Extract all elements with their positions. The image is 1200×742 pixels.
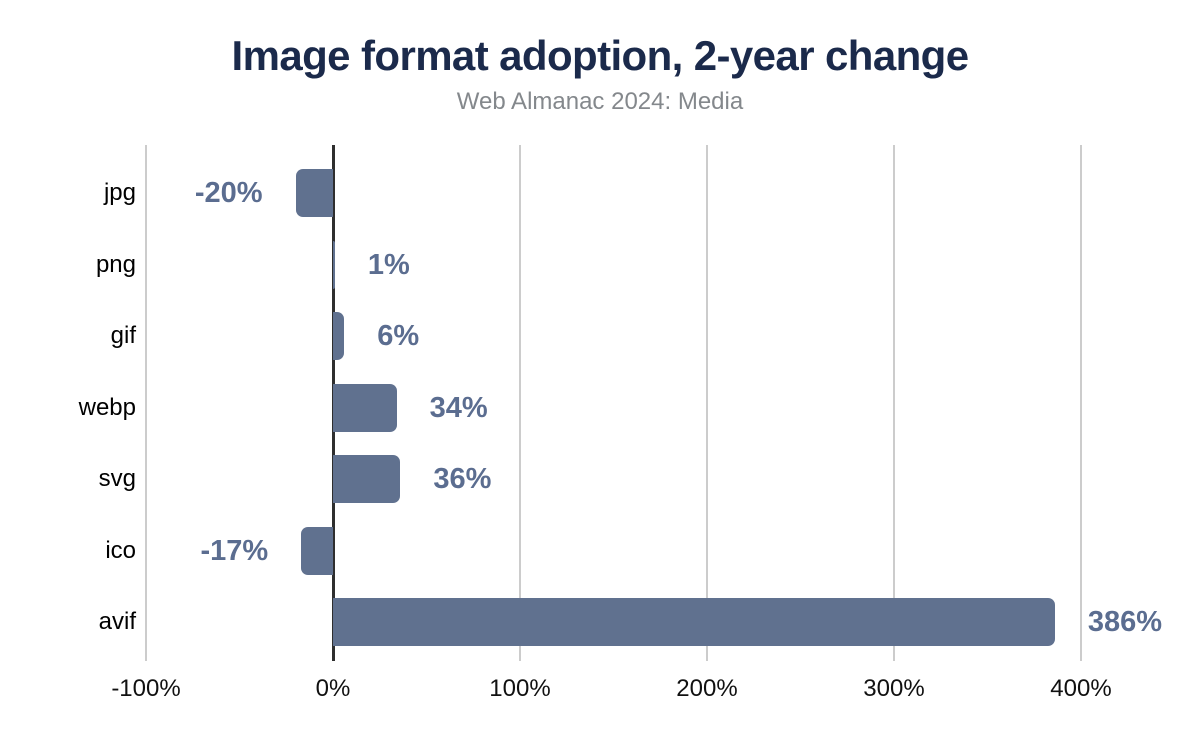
bar: [333, 383, 397, 432]
category-label: avif: [98, 608, 136, 635]
x-axis-tick-label: 100%: [489, 675, 551, 702]
gridline: [145, 145, 147, 661]
bar: [295, 169, 333, 217]
category-label: svg: [98, 465, 136, 492]
value-label: -17%: [200, 534, 269, 567]
value-label: 36%: [433, 463, 492, 495]
bar: [301, 526, 333, 575]
gridline: [706, 145, 708, 661]
x-axis-tick-label: -100%: [111, 675, 181, 702]
value-label: 6%: [377, 320, 420, 352]
category-label: jpg: [103, 179, 136, 206]
chart-subtitle: Web Almanac 2024: Media: [456, 88, 744, 115]
x-axis-tick-label: 0%: [315, 675, 351, 702]
bar: [333, 240, 335, 289]
bar: [333, 455, 401, 503]
chart-title: Image format adoption, 2-year change: [231, 32, 970, 79]
bar: [333, 598, 1055, 646]
value-label: 386%: [1087, 606, 1162, 638]
x-axis-tick-label: 300%: [863, 675, 925, 702]
x-axis-tick-label: 200%: [676, 675, 738, 702]
gridline: [1080, 145, 1082, 661]
category-label: gif: [110, 322, 136, 349]
value-label: 34%: [429, 391, 488, 424]
x-axis-tick-label: 400%: [1050, 675, 1112, 702]
category-label: ico: [105, 536, 136, 564]
value-label: 1%: [367, 248, 410, 281]
bar: [333, 312, 345, 360]
category-label: webp: [78, 393, 136, 421]
gridline: [893, 145, 895, 661]
gridline: [519, 145, 521, 661]
category-label: png: [95, 250, 136, 278]
value-label: -20%: [194, 177, 263, 209]
